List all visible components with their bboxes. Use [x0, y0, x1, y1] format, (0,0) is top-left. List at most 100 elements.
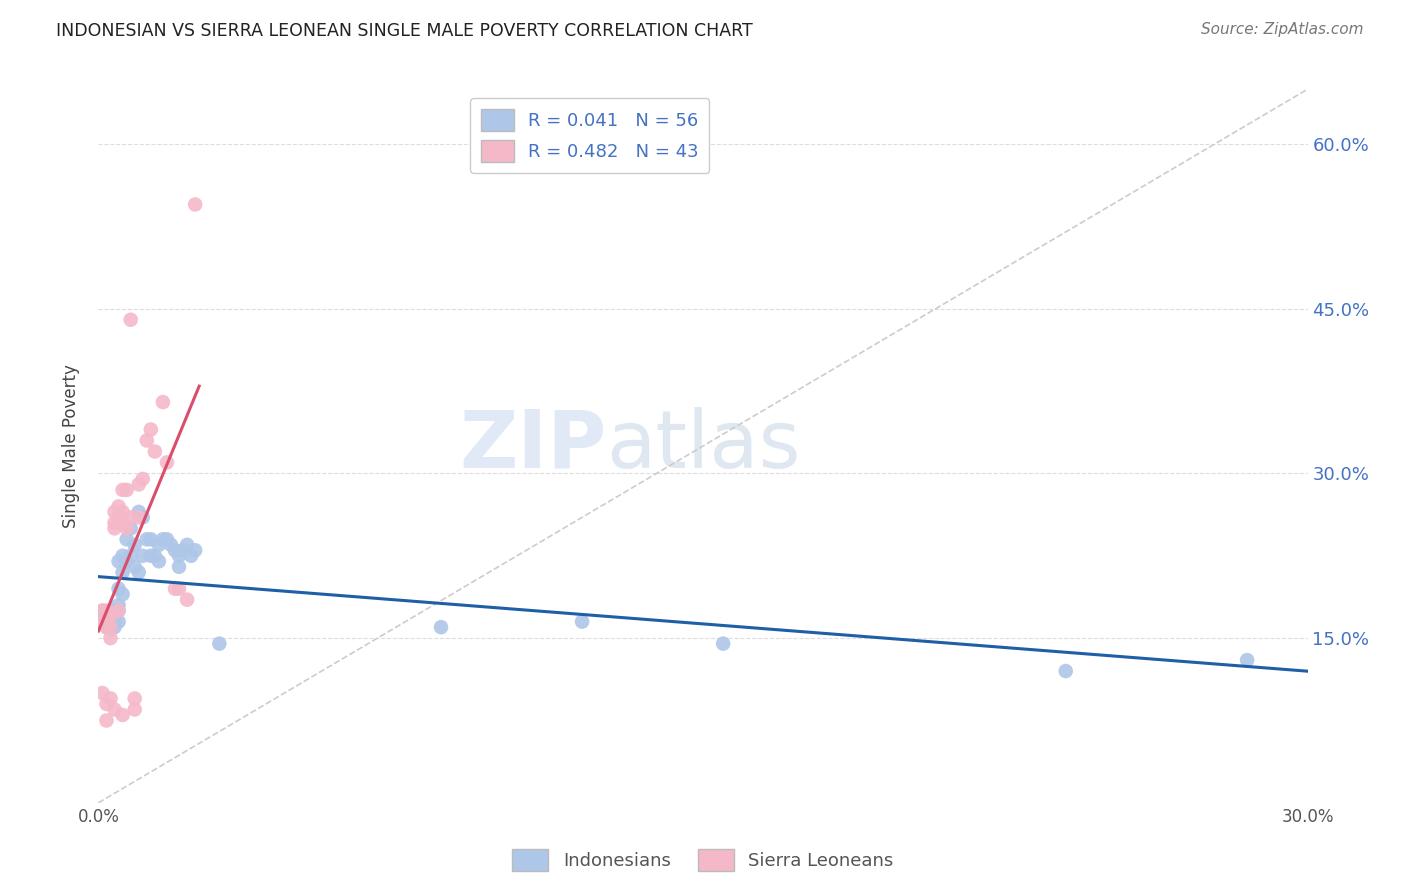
Point: [103, 521, 125, 535]
Point: [120, 521, 142, 535]
Point: [156, 455, 179, 469]
Point: [91, 615, 114, 629]
Point: [115, 521, 138, 535]
Point: [115, 483, 138, 497]
Legend: R = 0.041   N = 56, R = 0.482   N = 43: R = 0.041 N = 56, R = 0.482 N = 43: [470, 98, 710, 173]
Point: [107, 554, 129, 568]
Point: [120, 510, 142, 524]
Point: [1236, 653, 1258, 667]
Point: [100, 609, 122, 624]
Point: [103, 516, 125, 530]
Point: [115, 554, 138, 568]
Point: [128, 510, 150, 524]
Point: [91, 609, 114, 624]
Point: [139, 533, 162, 547]
Text: INDONESIAN VS SIERRA LEONEAN SINGLE MALE POVERTY CORRELATION CHART: INDONESIAN VS SIERRA LEONEAN SINGLE MALE…: [56, 22, 754, 40]
Point: [107, 604, 129, 618]
Point: [103, 604, 125, 618]
Point: [111, 516, 134, 530]
Point: [143, 444, 166, 458]
Point: [176, 538, 198, 552]
Point: [180, 549, 202, 563]
Point: [135, 533, 157, 547]
Point: [208, 637, 231, 651]
Point: [135, 434, 157, 448]
Point: [91, 615, 114, 629]
Point: [96, 607, 118, 621]
Point: [124, 691, 146, 706]
Point: [107, 604, 129, 618]
Text: atlas: atlas: [606, 407, 800, 485]
Text: Source: ZipAtlas.com: Source: ZipAtlas.com: [1201, 22, 1364, 37]
Point: [107, 516, 129, 530]
Point: [120, 312, 142, 326]
Point: [124, 702, 146, 716]
Point: [1054, 664, 1077, 678]
Point: [100, 623, 122, 637]
Point: [107, 598, 129, 612]
Point: [148, 538, 170, 552]
Point: [184, 197, 207, 211]
Point: [91, 686, 114, 700]
Point: [711, 637, 734, 651]
Point: [571, 615, 593, 629]
Point: [103, 702, 125, 716]
Point: [152, 533, 174, 547]
Point: [100, 604, 122, 618]
Point: [128, 566, 150, 580]
Point: [103, 505, 125, 519]
Text: ZIP: ZIP: [458, 407, 606, 485]
Point: [96, 611, 118, 625]
Point: [111, 483, 134, 497]
Point: [111, 708, 134, 723]
Point: [156, 533, 179, 547]
Point: [115, 533, 138, 547]
Point: [100, 691, 122, 706]
Point: [107, 615, 129, 629]
Point: [176, 592, 198, 607]
Point: [100, 611, 122, 625]
Point: [132, 472, 155, 486]
Point: [100, 620, 122, 634]
Point: [132, 549, 155, 563]
Point: [132, 510, 155, 524]
Point: [163, 543, 186, 558]
Point: [139, 423, 162, 437]
Point: [91, 609, 114, 624]
Point: [124, 538, 146, 552]
Point: [167, 582, 190, 596]
Point: [91, 604, 114, 618]
Point: [143, 549, 166, 563]
Point: [103, 615, 125, 629]
Point: [96, 609, 118, 624]
Point: [430, 620, 453, 634]
Point: [160, 538, 183, 552]
Point: [128, 505, 150, 519]
Point: [184, 543, 207, 558]
Point: [96, 620, 118, 634]
Point: [96, 604, 118, 618]
Point: [107, 510, 129, 524]
Point: [152, 395, 174, 409]
Point: [124, 559, 146, 574]
Point: [120, 549, 142, 563]
Point: [100, 609, 122, 624]
Point: [100, 618, 122, 632]
Point: [172, 543, 194, 558]
Point: [91, 604, 114, 618]
Point: [128, 477, 150, 491]
Point: [96, 620, 118, 634]
Point: [103, 620, 125, 634]
Point: [96, 714, 118, 728]
Point: [100, 631, 122, 645]
Point: [111, 549, 134, 563]
Point: [96, 697, 118, 711]
Legend: Indonesians, Sierra Leoneans: Indonesians, Sierra Leoneans: [505, 842, 901, 879]
Point: [107, 500, 129, 514]
Point: [163, 582, 186, 596]
Point: [107, 582, 129, 596]
Point: [96, 609, 118, 624]
Point: [148, 554, 170, 568]
Point: [111, 587, 134, 601]
Point: [111, 505, 134, 519]
